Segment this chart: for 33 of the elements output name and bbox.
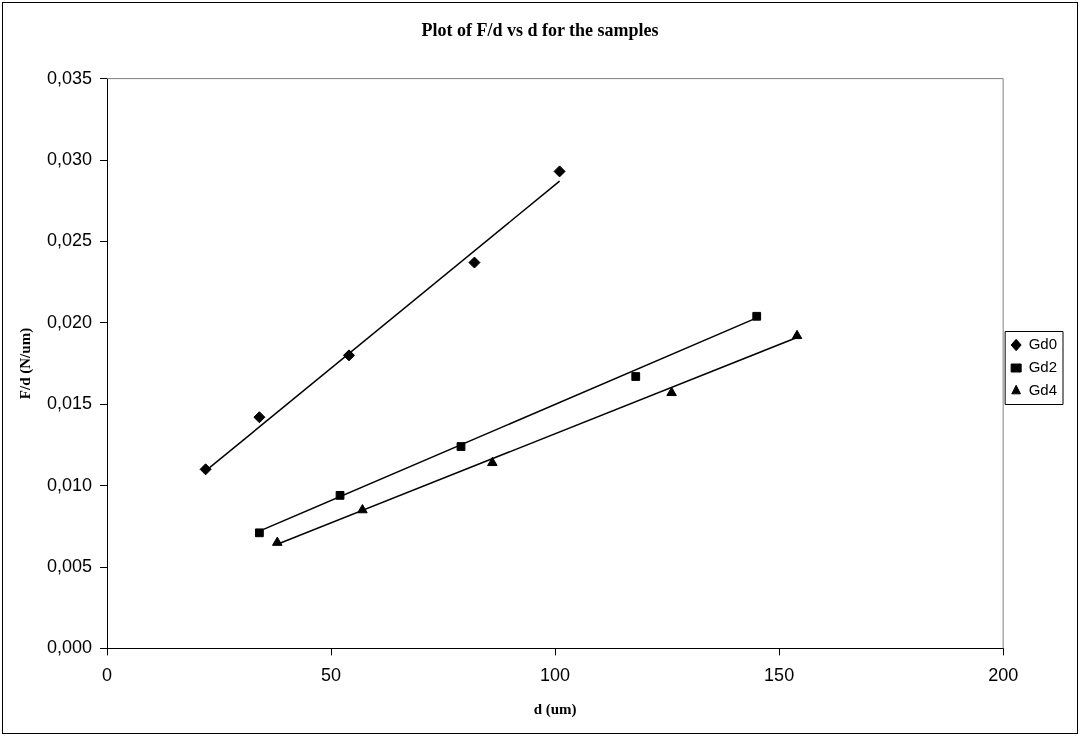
- x-tick-label: 0: [102, 665, 113, 686]
- x-axis-title: d (um): [533, 700, 577, 718]
- y-axis-title: F/d (N/um): [16, 327, 34, 400]
- y-tick-label: 0,000: [47, 637, 93, 658]
- point: [553, 165, 566, 178]
- point: [487, 456, 498, 467]
- x-tick-label: 100: [540, 665, 571, 686]
- y-tick-label: 0,030: [47, 148, 93, 169]
- point: [254, 528, 264, 538]
- x-tick-label: 50: [321, 665, 342, 686]
- y-tick-label: 0,020: [47, 311, 93, 332]
- y-tick-label: 0,025: [47, 230, 93, 251]
- point: [456, 442, 466, 451]
- y-tick-label: 0,010: [47, 474, 93, 495]
- y-tick-label: 0,035: [47, 67, 93, 88]
- x-tick-label: 200: [988, 665, 1019, 686]
- chart-title: Plot of F/d vs d for the samples: [421, 20, 659, 41]
- point: [199, 463, 212, 476]
- point: [335, 490, 345, 500]
- point: [752, 311, 762, 321]
- x-tick-label: 150: [764, 665, 795, 686]
- point: [631, 372, 641, 381]
- legend-label: Gd4: [1028, 381, 1058, 399]
- y-tick-label: 0,005: [47, 555, 93, 576]
- y-tick-label: 0,015: [47, 393, 93, 414]
- point: [253, 411, 266, 424]
- legend-label: Gd0: [1028, 335, 1058, 353]
- legend-label: Gd2: [1028, 358, 1058, 376]
- point: [342, 349, 355, 362]
- point: [468, 256, 481, 269]
- point: [791, 329, 803, 340]
- point: [272, 536, 283, 546]
- point: [357, 504, 368, 514]
